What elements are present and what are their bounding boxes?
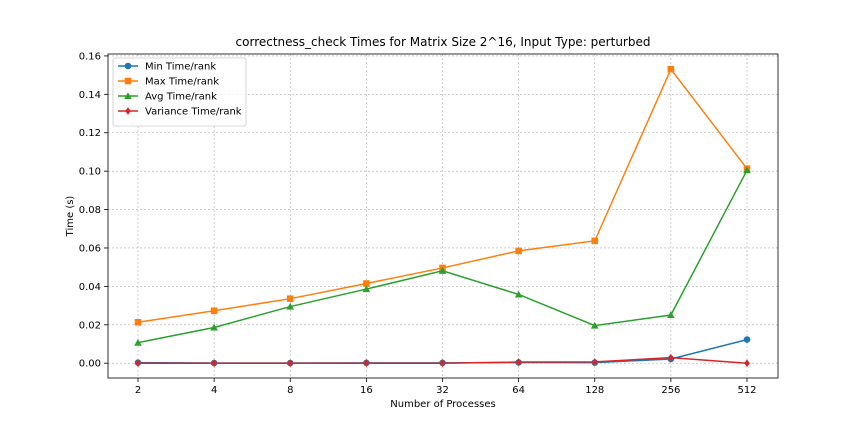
x-tick-label: 256 [661,385,680,396]
data-point [287,359,294,368]
y-tick-label: 0.12 [79,128,101,139]
x-tick-label: 16 [360,385,373,396]
series-3 [135,353,750,368]
x-tick-label: 4 [211,385,217,396]
data-point [286,295,294,302]
legend-label: Avg Time/rank [145,92,217,103]
legend-marker [124,77,132,85]
data-point [211,359,217,368]
data-point [515,358,522,366]
x-axis-label: Number of Processes [390,399,495,410]
y-tick-label: 0.00 [79,359,101,370]
y-tick-label: 0.04 [79,282,101,293]
data-point [743,336,751,343]
y-tick-label: 0.02 [79,320,101,331]
data-point [134,319,142,326]
data-point [362,285,371,293]
y-tick-label: 0.10 [79,167,101,178]
data-point [591,358,598,366]
data-point [743,166,751,174]
legend-marker [124,92,132,100]
legend: Min Time/rank Max Time/rank Avg Time/rank V… [112,57,247,127]
data-point [667,311,675,319]
data-point [439,359,446,368]
x-tick-label: 128 [585,385,604,396]
x-tick-label: 64 [512,385,525,396]
data-point [363,359,370,368]
legend-label: Min Time/rank [145,62,216,73]
x-tick-label: 2 [135,385,141,396]
data-point [744,359,750,368]
series-2 [134,166,751,346]
data-point [590,321,599,329]
data-point [210,323,218,331]
data-point [515,247,522,255]
series-line [137,169,748,344]
x-tick-label: 32 [436,385,449,396]
data-point [668,353,674,362]
legend-label: Max Time/rank [145,77,219,88]
chart-title: correctness_check Times for Matrix Size … [236,35,651,49]
plot-frame [107,53,779,379]
axes: 2 4 8 16 32 64 128 256 512 0.00 0.02 0.04 0.06 0.08 0.… [79,51,779,396]
legend-marker [124,62,132,70]
data-point [438,267,447,274]
data-point [135,359,141,368]
x-tick-label: 512 [737,385,756,396]
y-tick-label: 0.14 [79,90,101,101]
data-point [591,237,599,245]
data-point [514,290,523,298]
data-point [210,307,218,315]
y-tick-label: 0.08 [79,205,101,216]
series-group [134,65,751,368]
legend-label: Variance Time/rank [145,107,242,118]
data-point [363,280,370,287]
data-point [286,302,295,310]
y-tick-label: 0.16 [79,51,101,62]
y-tick-label: 0.06 [79,243,101,254]
data-point [134,338,142,346]
y-axis-label: Time (s) [65,196,76,238]
legend-box [112,57,247,127]
x-tick-label: 8 [287,385,293,396]
data-point [667,65,675,73]
legend-marker [125,107,131,115]
